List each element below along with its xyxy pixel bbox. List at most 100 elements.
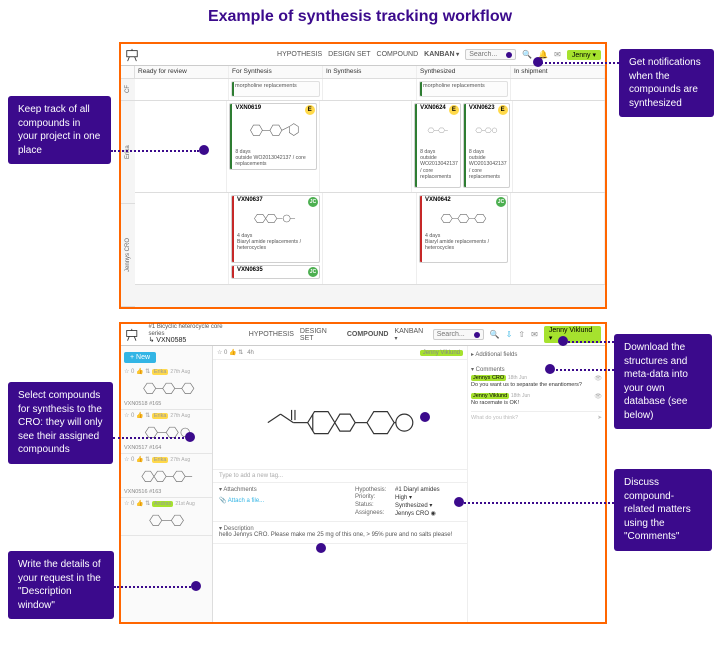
search-dot-icon [474, 332, 480, 338]
molecule-icon [230, 111, 315, 149]
description-text[interactable]: hello Jennys CRO. Please make me 25 mg o… [219, 532, 461, 540]
tag-input[interactable]: Type to add a new tag... [213, 470, 467, 483]
eye-icon[interactable]: 👁 [594, 375, 602, 382]
kanban-body: CF Erika Jennys CRO morpholine replaceme… [121, 79, 605, 307]
new-button[interactable]: + New [124, 352, 156, 363]
kanban-screenshot: HYPOTHESIS DESIGN SET COMPOUND KANBAN 🔍 … [119, 42, 607, 309]
tab-compound[interactable]: COMPOUND [377, 51, 419, 58]
easel-icon [125, 48, 139, 62]
col-forsynth: For Synthesis [229, 66, 323, 78]
compound-sidebar: + New ☆ 0 👍 ⇅ Erika27th Aug VXN0518 #165… [121, 346, 213, 622]
kanban-card[interactable]: E VXN0619 8 daysoutside WO2013042137 / c… [229, 103, 316, 170]
compound-screenshot: #1 Bicyclic heterocycle core series ↳ VX… [119, 322, 607, 624]
callout-notifications: Get notifications when the compounds are… [619, 49, 714, 117]
mail-icon[interactable]: ✉ [554, 50, 561, 59]
connector-dot-icon [191, 581, 201, 591]
search-input[interactable] [469, 51, 503, 58]
list-item[interactable]: ☆ 0 👍 ⇅ Erika27th Aug VXN0517 #164 [121, 410, 212, 454]
search-input[interactable] [437, 331, 471, 338]
mini-card[interactable]: morpholine replacements [231, 81, 320, 97]
connector-dot-icon [420, 412, 430, 422]
molecule-icon [124, 507, 209, 533]
swimlane-jennyscro: Jennys CRO [121, 204, 135, 307]
tab-hypothesis[interactable]: HYPOTHESIS [277, 51, 322, 58]
kanban-card[interactable]: JC VXN0635 [231, 265, 320, 279]
avatar-e-icon: E [305, 105, 315, 115]
upload-icon[interactable]: ⇧ [518, 330, 525, 339]
connector-dot-icon [199, 145, 209, 155]
send-icon[interactable]: ➤ [597, 415, 602, 421]
connector-dot-icon [185, 432, 195, 442]
kanban-card[interactable]: E VXN0623 8 daysoutside WO2013042137 / c… [463, 103, 510, 188]
download-icon[interactable]: ⇩ [506, 330, 513, 339]
priority-select[interactable]: High ▾ [395, 494, 412, 501]
breadcrumb-series[interactable]: #1 Bicyclic heterocycle core series [149, 324, 237, 337]
callout-keep-track: Keep track of all compounds in your proj… [8, 96, 111, 164]
connector-dot-icon [545, 364, 555, 374]
status-select[interactable]: Synthesized ▾ [395, 502, 432, 509]
hypothesis-link[interactable]: #1 Diaryl amides [395, 487, 440, 493]
molecule-icon [232, 203, 319, 233]
callout-download: Download the structures and meta-data in… [614, 334, 712, 429]
avatar-e-icon: E [449, 105, 459, 115]
mail-icon[interactable]: ✉ [531, 330, 538, 339]
time-label: 4h [247, 350, 254, 356]
connector-dot-icon [558, 336, 568, 346]
attachments-header[interactable]: ▾ Attachments [219, 486, 325, 493]
attach-file-link[interactable]: 📎 Attach a file... [219, 497, 325, 504]
swimlane-erika: Erika [121, 101, 135, 204]
page-title: Example of synthesis tracking workflow [0, 8, 720, 26]
mini-card[interactable]: morpholine replacements [419, 81, 508, 97]
connector-dot-icon [454, 497, 464, 507]
user-menu[interactable]: Jenny ▾ [567, 50, 601, 60]
col-insynth: In Synthesis [323, 66, 417, 78]
comment: 👁 Jennys CRO 18th Jun Do you want us to … [471, 375, 602, 389]
molecule-icon [420, 203, 507, 233]
list-item[interactable]: ☆ 0 👍 ⇅ Erika27th Aug VXN0518 #165 [121, 366, 212, 410]
callout-comments: Discuss compound-related matters using t… [614, 469, 712, 551]
col-shipment: In shipment [511, 66, 605, 78]
kanban-card[interactable]: E VXN0624 8 daysoutside WO2013042137 / c… [414, 103, 461, 188]
additional-fields[interactable]: ▸ Additional fields [471, 351, 602, 358]
easel-icon [125, 328, 139, 342]
col-ready: Ready for review [135, 66, 229, 78]
magnify-icon[interactable]: 🔍 [522, 50, 532, 59]
comments-panel: ▸ Additional fields ▾ Comments 👁 Jennys … [467, 346, 605, 622]
search-box[interactable] [465, 49, 516, 60]
callout-select-compounds: Select compounds for synthesis to the CR… [8, 382, 113, 464]
molecule-icon [124, 419, 209, 445]
search-dot-icon [506, 52, 512, 58]
assignees-select[interactable]: Jennys CRO ◉ [395, 510, 436, 517]
kanban-columns: Ready for review For Synthesis In Synthe… [121, 66, 605, 79]
callout-description: Write the details of your request in the… [8, 551, 114, 619]
tab-kanban[interactable]: KANBAN [394, 328, 426, 342]
molecule-icon [464, 111, 509, 149]
star-icon[interactable]: ☆ 0 👍 ⇅ [217, 349, 243, 356]
avatar-jc-icon: JC [308, 267, 318, 277]
breadcrumb-compound[interactable]: ↳ VXN0585 [149, 337, 237, 345]
tab-kanban[interactable]: KANBAN [424, 51, 459, 58]
molecule-icon [124, 463, 209, 489]
tab-hypothesis[interactable]: HYPOTHESIS [249, 331, 294, 338]
tab-designset[interactable]: DESIGN SET [300, 328, 341, 342]
avatar-jc-icon: JC [496, 197, 506, 207]
avatar-e-icon: E [498, 105, 508, 115]
search-box[interactable] [433, 329, 484, 340]
eye-icon[interactable]: 👁 [594, 393, 602, 400]
owner-chip[interactable]: Jenny Viklund [420, 350, 463, 356]
tab-designset[interactable]: DESIGN SET [328, 51, 370, 58]
molecule-icon [415, 111, 460, 149]
description-header[interactable]: ▾ Description [219, 525, 461, 532]
reply-input[interactable]: What do you think? [471, 415, 518, 421]
comment: 👁 Jenny Viklund 18th Jun No racemate is … [471, 393, 602, 407]
list-item[interactable]: ☆ 0 👍 ⇅ Erika27th Aug VXN0516 #163 [121, 454, 212, 498]
kanban-card[interactable]: JC VXN0637 4 daysBiaryl amide replacemen… [231, 195, 320, 263]
magnify-icon[interactable]: 🔍 [490, 330, 500, 339]
molecule-icon [124, 375, 209, 401]
tab-compound[interactable]: COMPOUND [347, 331, 389, 338]
kanban-card[interactable]: JC VXN0642 4 daysBiaryl amide replacemen… [419, 195, 508, 263]
top-nav: #1 Bicyclic heterocycle core series ↳ VX… [121, 324, 605, 346]
swimlane-cf: CF [121, 79, 135, 101]
list-item[interactable]: ☆ 0 👍 ⇅ Andras21st Aug [121, 498, 212, 536]
connector-dot-icon [533, 57, 543, 67]
